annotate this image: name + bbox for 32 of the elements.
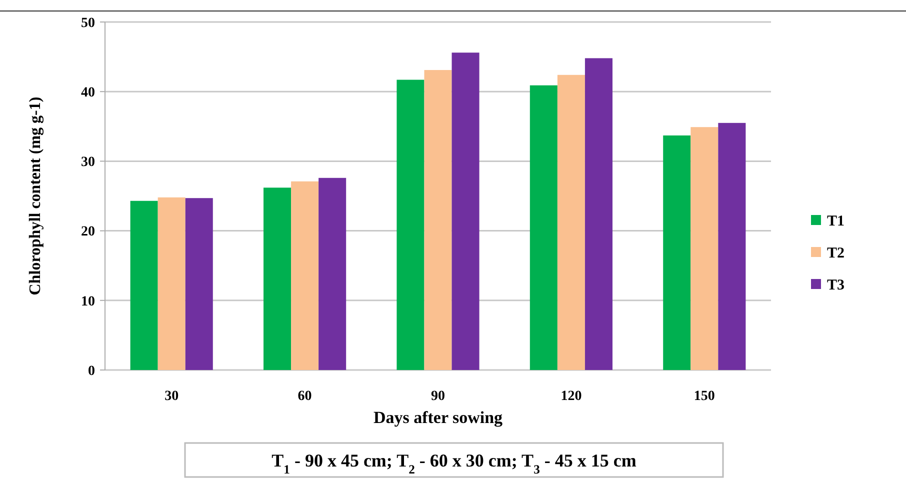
x-tick-label: 30: [164, 389, 179, 404]
bar: [396, 80, 424, 370]
y-tick-label: 50: [81, 16, 95, 31]
x-tick-label: 150: [694, 389, 715, 404]
bar: [318, 178, 346, 370]
bar: [530, 85, 558, 370]
legend-label: T1: [827, 213, 845, 230]
y-tick-label: 20: [81, 224, 95, 240]
legend-label: T2: [827, 245, 845, 262]
bar: [264, 188, 292, 370]
y-tick-label: 40: [81, 86, 95, 100]
y-axis-title: Chlorophyll content (mg g-1): [27, 96, 44, 296]
bar: [424, 70, 452, 370]
bar: [584, 58, 612, 370]
bar: [130, 200, 158, 370]
legend-label: T3: [827, 277, 845, 294]
y-tick-label: 10: [81, 294, 95, 310]
bar: [291, 181, 319, 370]
x-axis-title: Days after sowing: [373, 408, 504, 427]
bar: [158, 197, 186, 370]
y-tick-label: 30: [81, 155, 95, 170]
x-tick-label: 120: [560, 389, 582, 404]
bar: [663, 135, 691, 370]
x-tick-label: 60: [298, 389, 312, 404]
bar: [718, 122, 746, 370]
bar: [452, 52, 480, 370]
x-tick-label: 90: [431, 389, 445, 404]
y-tick-label: 0: [88, 364, 95, 379]
bar: [185, 198, 213, 370]
bar: [557, 74, 585, 370]
text: T$_{1}$ - 90 x 45 cm; T$_{2}$ - 60 x 30 cm; T$_{3}$ - 45 x 15 cm: [272, 450, 636, 476]
bar: [690, 127, 718, 370]
